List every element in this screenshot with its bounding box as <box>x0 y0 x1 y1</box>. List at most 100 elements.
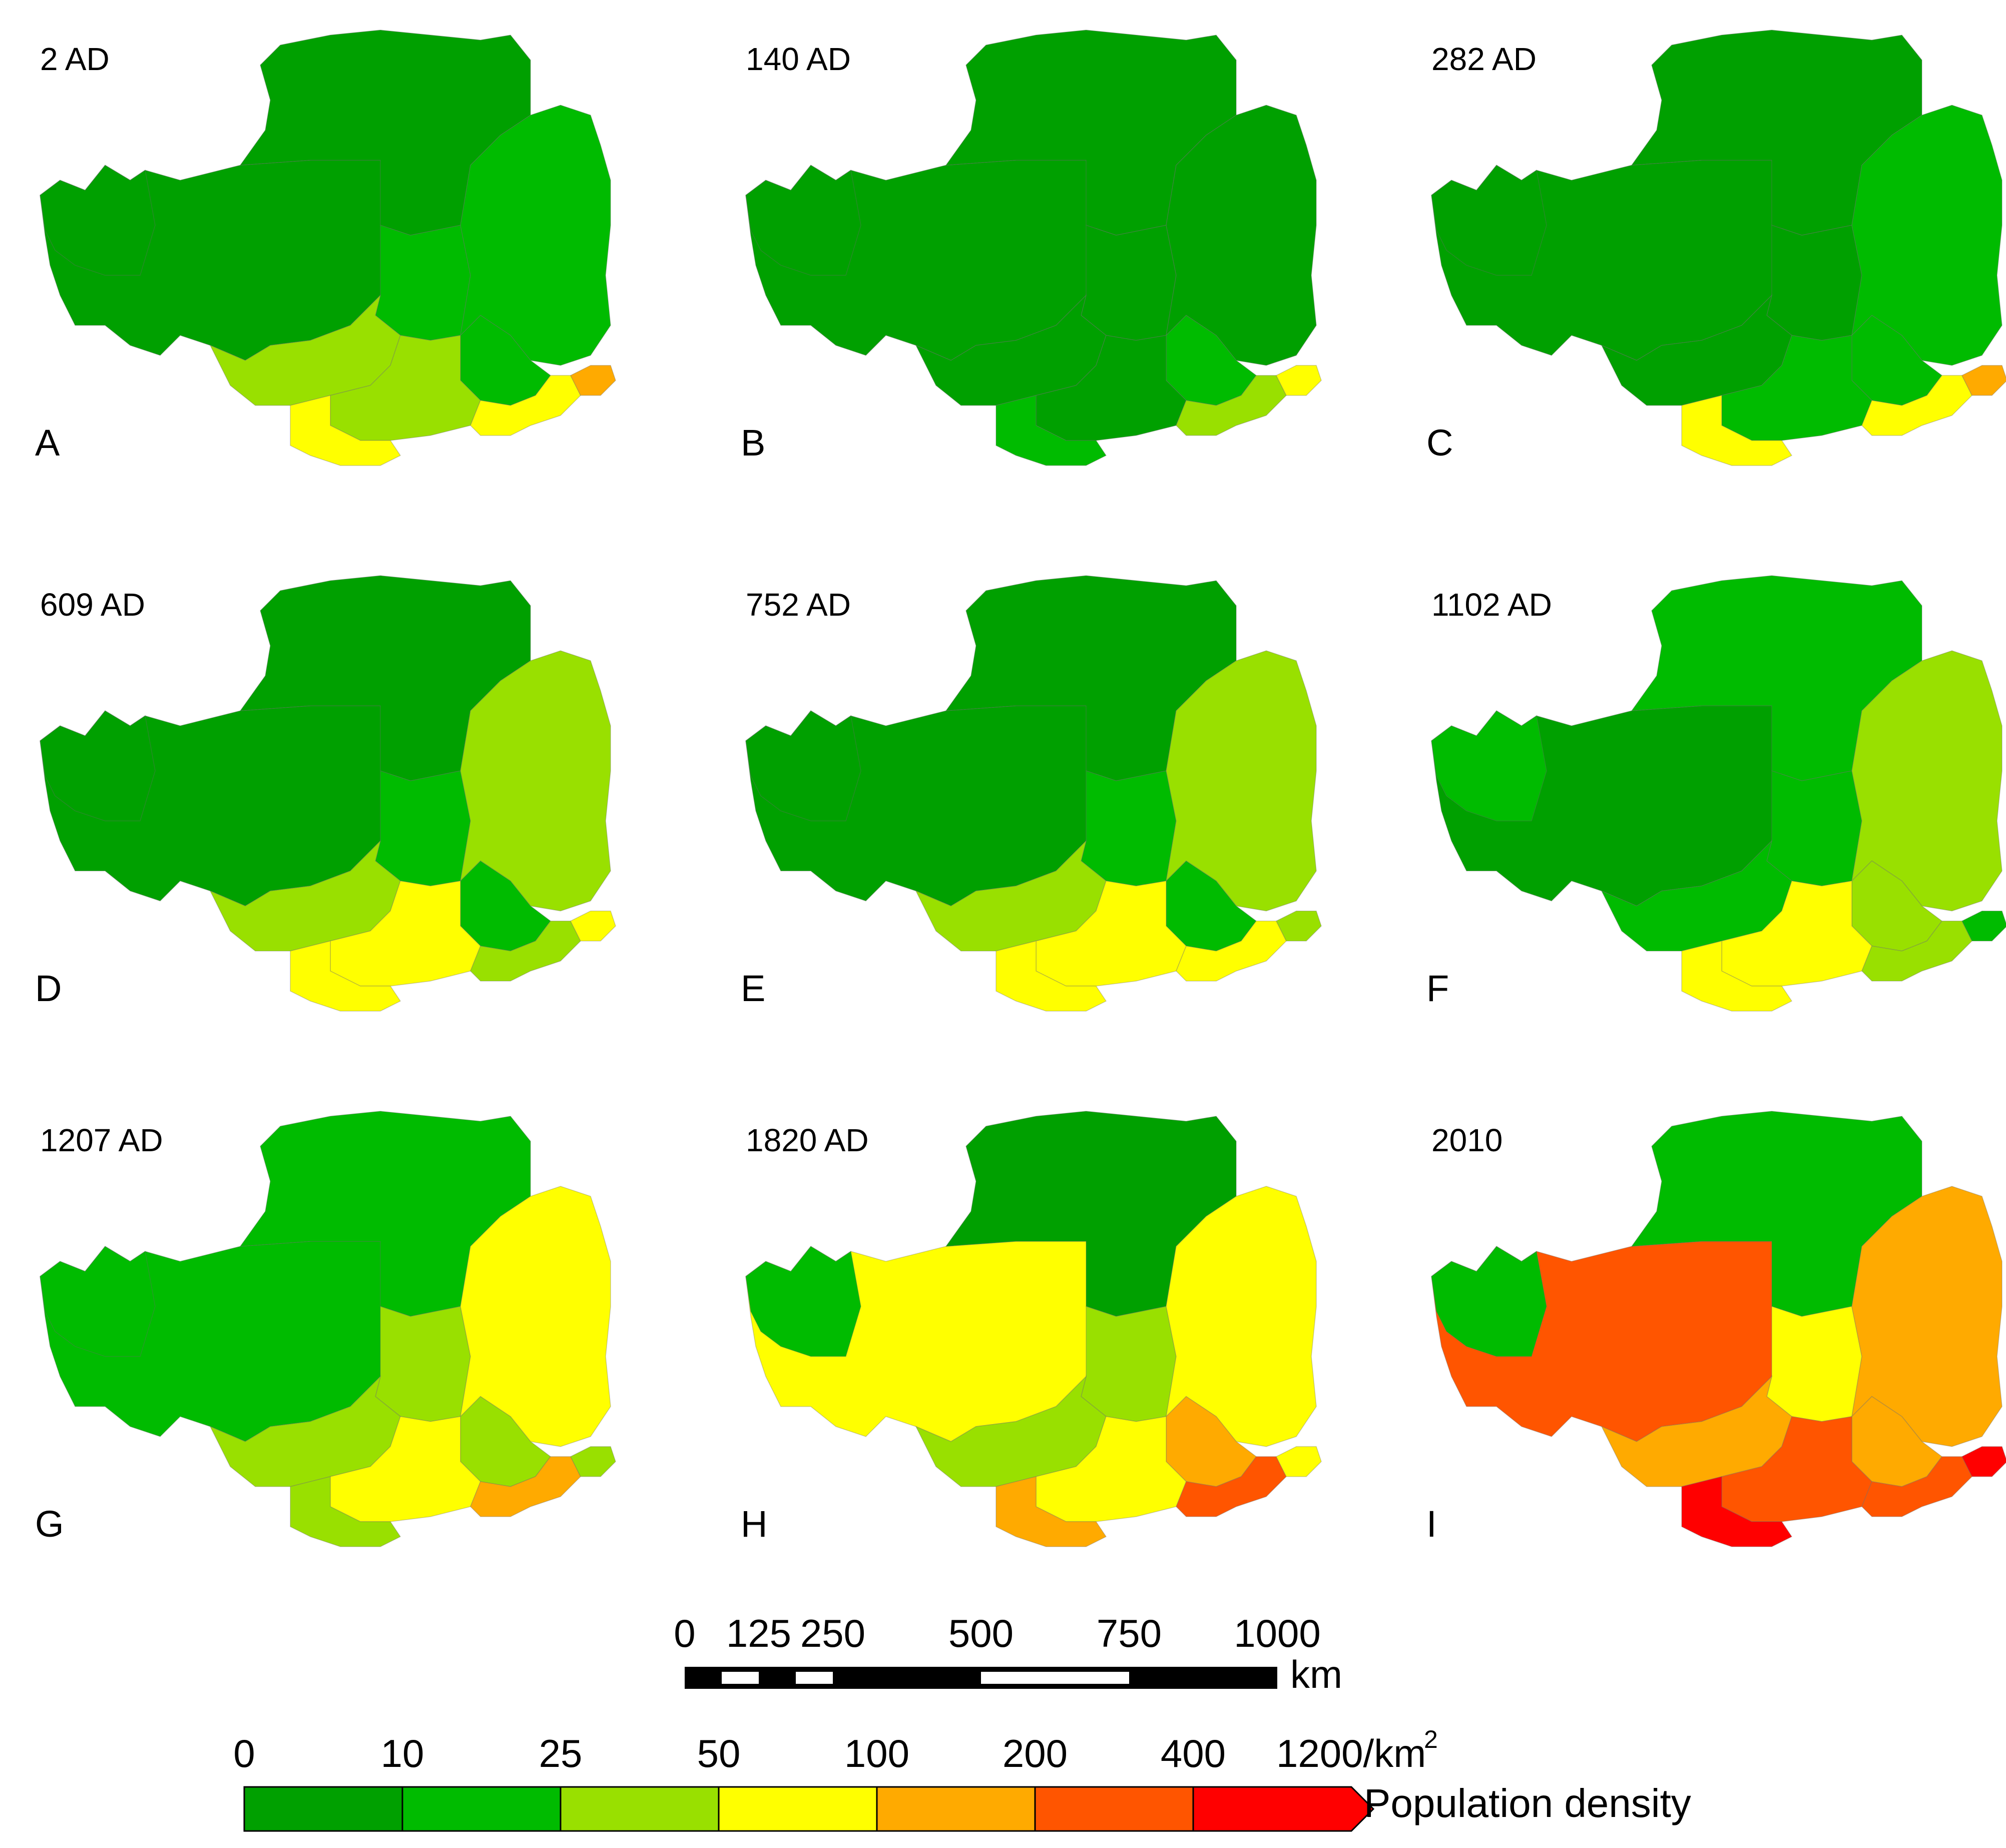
region-nw <box>1431 165 1547 276</box>
region-southeast <box>470 1456 581 1517</box>
legend-unit-superscript: 2 <box>1424 1725 1438 1753</box>
panel-letter-label: D <box>35 968 62 1009</box>
region-se-tip <box>1961 365 2006 396</box>
panel-letter-label: B <box>741 422 765 464</box>
legend-tick-label: 400 <box>1161 1731 1226 1775</box>
panel-year-label: 1102 AD <box>1431 587 1552 623</box>
scale-bar: 0 125 250 500 750 1000 km <box>674 1611 1342 1696</box>
region-south2 <box>1721 335 1872 441</box>
map-panels: 2 AD A 140 AD B 282 AD C 609 AD D 752 AD E 1102 AD… <box>35 30 2006 1547</box>
region-south3 <box>1681 941 1793 1012</box>
region-map <box>745 1111 1322 1547</box>
map-panel-i: 2010 I <box>1426 1111 2006 1547</box>
region-se-tip <box>570 910 616 942</box>
region-se-tip <box>1961 910 2006 942</box>
region-center <box>375 1305 471 1422</box>
region-nw <box>1431 710 1547 821</box>
scale-tick-label: 0 <box>674 1611 695 1655</box>
legend-color-box <box>876 1786 1036 1832</box>
region-center <box>1081 770 1177 886</box>
map-panel-e: 752 AD E <box>741 575 1322 1012</box>
panel-letter-label: A <box>35 422 60 464</box>
panel-year-label: 1820 AD <box>746 1122 869 1158</box>
panel-letter-label: E <box>741 968 765 1009</box>
region-south3 <box>995 395 1107 466</box>
scale-tick-label: 1000 <box>1234 1611 1321 1655</box>
region-map <box>40 1111 616 1547</box>
scale-unit: km <box>1290 1652 1342 1696</box>
panel-year-label: 140 AD <box>746 41 851 77</box>
panel-letter-label: H <box>741 1503 767 1545</box>
region-nw <box>40 1246 156 1357</box>
region-south3 <box>290 941 401 1012</box>
legend-title: Population density <box>1364 1781 1691 1825</box>
region-south3 <box>290 395 401 466</box>
color-legend: 0 10 25 50 100 200 400 1200/km2 Population dens… <box>233 1725 1691 1832</box>
region-southeast <box>1176 1456 1287 1517</box>
region-se-tip <box>1275 910 1322 942</box>
region-southeast <box>470 375 581 436</box>
region-se-tip <box>570 1446 616 1477</box>
panel-year-label: 1207 AD <box>40 1122 163 1158</box>
map-panel-f: 1102 AD F <box>1426 575 2006 1012</box>
region-center <box>375 224 471 341</box>
legend-tick-label: 10 <box>381 1731 424 1775</box>
map-panel-d: 609 AD D <box>35 575 616 1012</box>
map-panel-a: 2 AD A <box>35 30 616 466</box>
scale-tick-label: 500 <box>948 1611 1014 1655</box>
region-se-tip <box>1961 1446 2006 1477</box>
region-southeast <box>1176 375 1287 436</box>
panel-year-label: 2 AD <box>40 41 110 77</box>
legend-color-box <box>1034 1786 1194 1832</box>
region-southeast <box>1861 1456 1972 1517</box>
region-nw <box>745 165 861 276</box>
panel-year-label: 2010 <box>1431 1122 1502 1158</box>
panel-letter-label: C <box>1426 422 1453 464</box>
region-nw <box>745 710 861 821</box>
legend-color-arrow <box>1192 1786 1375 1832</box>
region-center <box>1081 1305 1177 1422</box>
legend-color-box <box>718 1786 878 1832</box>
region-nw <box>40 165 156 276</box>
legend-tick-label: 100 <box>844 1731 909 1775</box>
legend-tick-label: 1200/km <box>1276 1731 1426 1775</box>
region-south3 <box>1681 1476 1793 1547</box>
region-center <box>375 770 471 886</box>
region-map <box>1431 30 2006 466</box>
region-map <box>1431 1111 2006 1547</box>
legend-tick-label: 200 <box>1002 1731 1068 1775</box>
panel-letter-label: F <box>1426 968 1449 1009</box>
region-southeast <box>1861 375 1972 436</box>
region-center <box>1766 224 1862 341</box>
region-southeast <box>470 920 581 982</box>
region-center <box>1766 770 1862 886</box>
region-map <box>40 30 616 466</box>
panel-letter-label: G <box>35 1503 64 1545</box>
region-south2 <box>1036 335 1187 441</box>
legend-tick-label: 50 <box>697 1731 741 1775</box>
legend-color-box <box>401 1786 562 1832</box>
region-center <box>1081 224 1177 341</box>
region-nw <box>745 1246 861 1357</box>
legend-color-box <box>560 1786 720 1832</box>
region-south2 <box>1036 1416 1187 1522</box>
region-map <box>1431 575 2006 1012</box>
scale-tick-label: 250 <box>800 1611 865 1655</box>
map-panel-b: 140 AD B <box>741 30 1322 466</box>
region-se-tip <box>1275 365 1322 396</box>
map-panel-h: 1820 AD H <box>741 1111 1322 1547</box>
map-panel-c: 282 AD C <box>1426 30 2006 466</box>
map-panel-g: 1207 AD G <box>35 1111 616 1547</box>
region-south3 <box>290 1476 401 1547</box>
region-south2 <box>1036 880 1187 987</box>
region-southeast <box>1861 920 1972 982</box>
region-south2 <box>1721 880 1872 987</box>
region-map <box>745 30 1322 466</box>
region-nw <box>40 710 156 821</box>
panel-letter-label: I <box>1426 1503 1437 1545</box>
region-south2 <box>1721 1416 1872 1522</box>
scale-tick-label: 125 <box>726 1611 791 1655</box>
region-se-tip <box>570 365 616 396</box>
legend-color-box <box>243 1786 403 1832</box>
region-south2 <box>330 335 481 441</box>
